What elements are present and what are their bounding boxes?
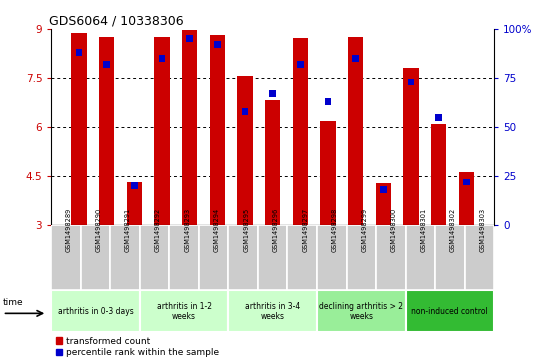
- Bar: [287, 225, 317, 290]
- Text: arthritis in 1-2
weeks: arthritis in 1-2 weeks: [157, 302, 212, 321]
- Bar: [159, 55, 165, 62]
- Text: time: time: [3, 298, 23, 307]
- Bar: [199, 225, 228, 290]
- Text: GDS6064 / 10338306: GDS6064 / 10338306: [49, 15, 184, 28]
- Text: GSM1498299: GSM1498299: [361, 208, 367, 252]
- Bar: [238, 76, 253, 225]
- Bar: [376, 225, 406, 290]
- Bar: [99, 37, 114, 225]
- Bar: [71, 33, 86, 225]
- Bar: [51, 290, 140, 332]
- Text: GSM1498294: GSM1498294: [214, 208, 220, 252]
- Bar: [408, 78, 415, 85]
- Text: GSM1498300: GSM1498300: [391, 208, 397, 252]
- Text: arthritis in 3-4
weeks: arthritis in 3-4 weeks: [245, 302, 300, 321]
- Bar: [210, 35, 225, 225]
- Bar: [352, 55, 359, 62]
- Bar: [317, 225, 347, 290]
- Bar: [228, 290, 317, 332]
- Text: GSM1498297: GSM1498297: [302, 208, 308, 252]
- Bar: [463, 179, 470, 185]
- Bar: [76, 49, 83, 56]
- Text: non-induced control: non-induced control: [411, 307, 488, 316]
- Legend: transformed count, percentile rank within the sample: transformed count, percentile rank withi…: [56, 337, 219, 357]
- Bar: [110, 225, 140, 290]
- Bar: [459, 172, 474, 225]
- Bar: [348, 37, 363, 225]
- Text: GSM1498289: GSM1498289: [66, 208, 72, 252]
- Bar: [258, 225, 287, 290]
- Bar: [127, 182, 142, 225]
- Bar: [214, 41, 221, 48]
- Bar: [103, 61, 110, 68]
- Text: arthritis in 0-3 days: arthritis in 0-3 days: [58, 307, 133, 316]
- Bar: [406, 225, 435, 290]
- Bar: [376, 183, 391, 225]
- Bar: [435, 114, 442, 121]
- Bar: [464, 225, 494, 290]
- Bar: [435, 225, 464, 290]
- Text: GSM1498290: GSM1498290: [96, 208, 102, 252]
- Bar: [431, 124, 446, 225]
- Bar: [320, 121, 336, 225]
- Bar: [81, 225, 110, 290]
- Bar: [325, 98, 332, 105]
- Text: GSM1498292: GSM1498292: [154, 208, 160, 252]
- Bar: [140, 225, 170, 290]
- Bar: [186, 36, 193, 42]
- Bar: [228, 225, 258, 290]
- Text: GSM1498296: GSM1498296: [273, 208, 279, 252]
- Bar: [131, 183, 138, 189]
- Bar: [241, 108, 248, 115]
- Text: declining arthritis > 2
weeks: declining arthritis > 2 weeks: [319, 302, 403, 321]
- Bar: [182, 30, 197, 225]
- Bar: [170, 225, 199, 290]
- Bar: [293, 38, 308, 225]
- Text: GSM1498291: GSM1498291: [125, 208, 131, 252]
- Bar: [154, 37, 170, 225]
- Bar: [140, 290, 228, 332]
- Bar: [403, 68, 418, 225]
- Bar: [269, 90, 276, 97]
- Bar: [406, 290, 494, 332]
- Bar: [51, 225, 81, 290]
- Bar: [297, 61, 304, 68]
- Text: GSM1498295: GSM1498295: [243, 208, 249, 252]
- Bar: [347, 225, 376, 290]
- Bar: [265, 100, 280, 225]
- Text: GSM1498293: GSM1498293: [184, 208, 190, 252]
- Bar: [380, 186, 387, 193]
- Text: GSM1498302: GSM1498302: [450, 208, 456, 252]
- Text: GSM1498303: GSM1498303: [480, 208, 485, 252]
- Bar: [317, 290, 406, 332]
- Text: GSM1498298: GSM1498298: [332, 208, 338, 252]
- Text: GSM1498301: GSM1498301: [420, 208, 426, 252]
